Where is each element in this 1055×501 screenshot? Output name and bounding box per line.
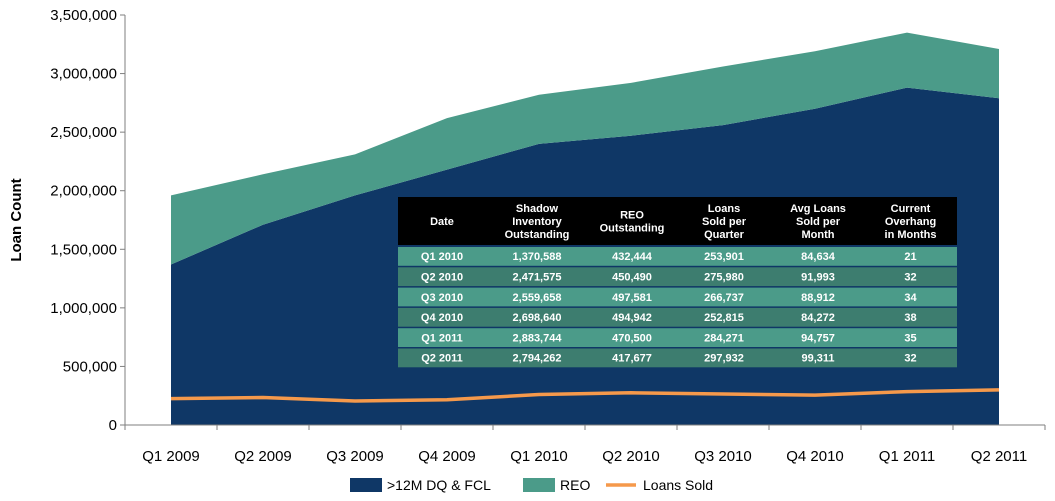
legend-label: >12M DQ & FCL xyxy=(387,477,491,493)
table-cell: 35 xyxy=(904,332,916,344)
y-tick-label: 0 xyxy=(109,417,117,434)
table-cell: 84,634 xyxy=(801,251,836,263)
table-header-cell: Avg Loans xyxy=(790,203,846,215)
table-header-row xyxy=(398,197,957,245)
x-tick-label: Q1 2011 xyxy=(879,448,935,465)
table-row xyxy=(398,348,957,368)
table-row xyxy=(398,267,957,287)
y-tick-label: 3,500,000 xyxy=(50,7,117,24)
x-tick-label: Q2 2010 xyxy=(602,448,660,465)
table-header-cell: in Months xyxy=(885,229,937,241)
table-cell: 497,581 xyxy=(612,292,652,304)
table-header-cell: Loans xyxy=(708,203,740,215)
x-tick-label: Q1 2009 xyxy=(142,448,200,465)
y-tick-label: 3,000,000 xyxy=(50,66,117,83)
y-tick-label: 500,000 xyxy=(63,358,117,375)
table-cell: 275,980 xyxy=(704,271,744,283)
table-cell: Q1 2010 xyxy=(421,251,463,263)
table-cell: 450,490 xyxy=(612,271,652,283)
table-cell: 2,698,640 xyxy=(513,312,562,324)
x-tick-label: Q1 2010 xyxy=(510,448,568,465)
table-header-cell: Inventory xyxy=(512,216,562,228)
table-cell: 494,942 xyxy=(612,312,652,324)
data-table: DateShadowInventoryOutstandingREOOutstan… xyxy=(398,197,957,368)
table-cell: 32 xyxy=(904,353,916,365)
table-header-cell: Outstanding xyxy=(505,229,570,241)
table-cell: Q2 2011 xyxy=(421,353,463,365)
table-cell: 94,757 xyxy=(801,332,835,344)
table-header-cell: Month xyxy=(802,229,835,241)
legend-label: REO xyxy=(560,477,590,493)
table-cell: 38 xyxy=(904,312,916,324)
table-cell: 21 xyxy=(904,251,916,263)
x-tick-label: Q3 2010 xyxy=(694,448,752,465)
table-row xyxy=(398,247,957,266)
table-header-cell: Sold per xyxy=(796,216,841,228)
table-cell: 88,912 xyxy=(801,292,835,304)
table-header-cell: Outstanding xyxy=(600,223,665,235)
table-header-cell: REO xyxy=(620,210,644,222)
table-cell: Q1 2011 xyxy=(421,332,463,344)
table-cell: 432,444 xyxy=(612,251,653,263)
table-cell: Q3 2010 xyxy=(421,292,463,304)
table-cell: 91,993 xyxy=(801,271,835,283)
table-cell: 284,271 xyxy=(704,332,744,344)
table-header-cell: Current xyxy=(891,203,931,215)
table-cell: 266,737 xyxy=(704,292,744,304)
x-tick-label: Q4 2009 xyxy=(418,448,476,465)
y-tick-label: 1,000,000 xyxy=(50,300,117,317)
x-tick-label: Q4 2010 xyxy=(786,448,844,465)
y-tick-label: 2,000,000 xyxy=(50,183,117,200)
table-cell: 34 xyxy=(904,292,917,304)
area-series-1 xyxy=(171,32,999,265)
table-row xyxy=(398,287,957,307)
table-cell: 252,815 xyxy=(704,312,744,324)
table-cell: 84,272 xyxy=(801,312,835,324)
legend-swatch xyxy=(523,478,555,492)
y-tick-label: 1,500,000 xyxy=(50,241,117,258)
table-header-cell: Quarter xyxy=(704,229,744,241)
axes-layer: 0 500,000 1,000,000 1,500,000 2,000,000 2,500… xyxy=(8,7,1046,465)
table-cell: 470,500 xyxy=(612,332,652,344)
table-row xyxy=(398,328,957,347)
table-header-cell: Date xyxy=(430,216,454,228)
legend-swatch xyxy=(350,478,382,492)
y-tick-label: 2,500,000 xyxy=(50,124,117,141)
table-cell: 1,370,588 xyxy=(513,251,562,263)
table-cell: 297,932 xyxy=(704,353,744,365)
table-header-cell: Sold per xyxy=(702,216,747,228)
table-cell: 2,794,262 xyxy=(513,353,562,365)
y-axis-title: Loan Count xyxy=(8,178,25,261)
line-series-loans-sold xyxy=(170,388,1000,403)
legend: >12M DQ & FCL REO Loans Sold xyxy=(350,477,713,493)
table-cell: 2,559,658 xyxy=(513,292,562,304)
x-tick-label: Q2 2011 xyxy=(971,448,1027,465)
table-header-cell: Shadow xyxy=(516,203,559,215)
x-tick-label: Q3 2009 xyxy=(326,448,384,465)
x-tick-label: Q2 2009 xyxy=(234,448,292,465)
table-cell: Q2 2010 xyxy=(421,271,463,283)
table-cell: 417,677 xyxy=(612,353,652,365)
table-cell: Q4 2010 xyxy=(421,312,463,324)
table-cell: 253,901 xyxy=(704,251,744,263)
table-header-cell: Overhang xyxy=(885,216,936,228)
loans-sold-line-layer xyxy=(170,388,1000,403)
table-cell: 32 xyxy=(904,271,916,283)
table-cell: 2,883,744 xyxy=(513,332,563,344)
table-cell: 2,471,575 xyxy=(513,271,562,283)
table-row xyxy=(398,307,957,327)
legend-label: Loans Sold xyxy=(643,477,713,493)
table-cell: 99,311 xyxy=(801,353,834,365)
